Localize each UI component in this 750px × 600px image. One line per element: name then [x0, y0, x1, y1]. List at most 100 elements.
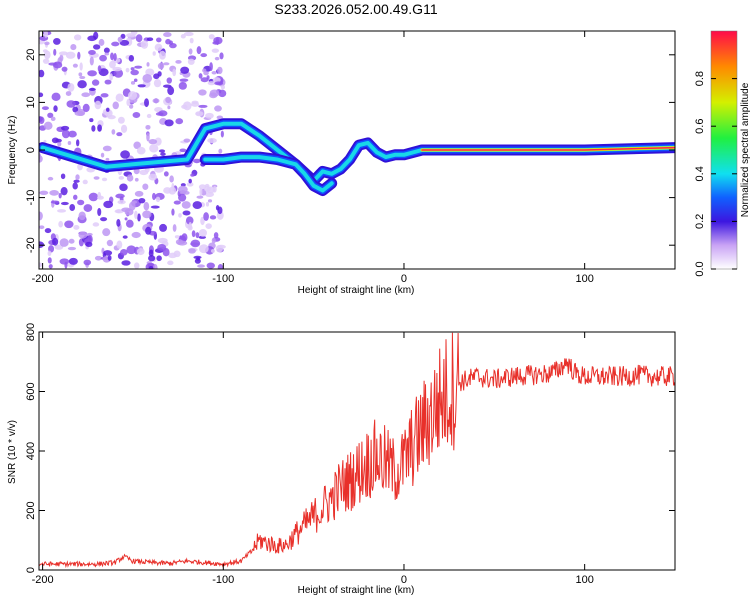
spectrogram-noise-blob — [206, 262, 215, 269]
spectrogram-noise-blob — [58, 192, 62, 199]
spectrogram-noise-blob — [198, 73, 203, 79]
spectrogram-noise-blob — [39, 69, 45, 78]
spectrogram-noise-blob — [83, 259, 92, 266]
spectrogram-noise-blob — [107, 114, 116, 120]
spectrogram-noise-blob — [203, 212, 209, 221]
spectrogram-noise-blob — [181, 201, 191, 209]
spectrogram-noise-blob — [198, 104, 208, 108]
spectrogram-noise-blob — [146, 132, 150, 142]
spectrogram-noise-blob — [150, 205, 160, 209]
spectrogram-noise-blob — [97, 191, 102, 199]
spectrogram-noise-blob — [158, 149, 166, 153]
spectrogram-noise-blob — [142, 73, 153, 83]
spectrogram-noise-blob — [125, 219, 134, 228]
spectrogram-noise-blob — [216, 115, 224, 120]
spectrogram-noise-blob — [115, 209, 122, 214]
spectrogram-noise-blob — [89, 118, 94, 123]
spectrogram-noise-blob — [204, 185, 211, 192]
spectrogram-track-peak-core — [421, 146, 675, 151]
spectrogram-noise-blob — [109, 73, 113, 81]
spectrogram-noise-blob — [138, 197, 146, 204]
spectrogram-noise-blob — [163, 32, 172, 38]
spectrogram-noise-blob — [152, 192, 156, 201]
spectrogram-noise-blob — [72, 106, 79, 113]
spectrogram-noise-blob — [146, 62, 150, 67]
spectrogram-noise-blob — [112, 101, 119, 110]
spectrogram-noise-blob — [89, 56, 94, 66]
spectrogram-noise-blob — [41, 106, 49, 111]
spectrogram-noise-blob — [65, 91, 72, 96]
spectrogram-noise-blob — [102, 228, 111, 237]
spectrogram-noise-blob — [116, 219, 121, 227]
spectrogram-noise-blob — [47, 257, 52, 264]
spectrogram-noise-blob — [188, 248, 196, 254]
spectrogram-noise-blob — [140, 40, 149, 49]
spectrogram-noise-blob — [104, 79, 112, 85]
spectrogram-noise-blob — [215, 205, 220, 211]
spectrogram-noise-blob — [148, 255, 156, 262]
spectrogram-noise-blob — [47, 250, 52, 257]
spectrogram-noise-blob — [180, 66, 190, 74]
figure-title: S233.2026.052.00.49.G11 — [274, 1, 437, 17]
snr-y-tick-label: 200 — [25, 501, 37, 519]
spectrogram-noise-blob — [195, 232, 200, 239]
spectrogram-noise-blob — [192, 201, 203, 210]
spectrogram-noise-blob — [55, 138, 62, 143]
spectrogram-noise-blob — [155, 112, 164, 116]
spectrogram-noise-blob — [200, 53, 208, 58]
spectrogram-noise-blob — [192, 158, 201, 164]
spectrogram-noise-blob — [135, 34, 143, 43]
spectrogram-noise-blob — [99, 54, 107, 62]
spectrogram-noise-blob — [167, 105, 171, 110]
spectrogram-noise-blob — [121, 207, 131, 213]
spectrogram-y-tick-label: 20 — [25, 49, 37, 61]
spectrogram-noise-blob — [102, 145, 112, 152]
spectrogram-noise-blob — [79, 75, 86, 80]
spectrogram-noise-blob — [153, 79, 162, 88]
colorbar-ticks: 0.0 0.2 0.4 0.6 0.8 — [694, 71, 737, 277]
spectrogram-noise-blob — [215, 245, 224, 253]
colorbar-tick-label: 0.8 — [694, 71, 706, 86]
spectrogram-dominant-track-inner — [40, 121, 675, 183]
snr-x-tick-label: 0 — [401, 574, 407, 586]
colorbar-frame — [710, 30, 738, 270]
spectrogram-noise-blob — [218, 89, 227, 98]
colorbar-tick-label: 0.0 — [694, 261, 706, 276]
spectrogram-noise-blob — [120, 33, 126, 39]
spectrogram-noise-blob — [39, 225, 45, 230]
spectrogram-noise-blob — [94, 255, 103, 261]
spectrogram-noise-blob — [83, 204, 93, 212]
spectrogram-noise-blob — [73, 179, 80, 183]
spectrogram-noise-blob — [53, 37, 61, 45]
spectrogram-noise-blob — [122, 235, 128, 239]
spectrogram-noise-blob — [116, 132, 123, 137]
spectrogram-noise-blob — [133, 262, 140, 269]
spectrogram-noise-blob — [163, 84, 172, 88]
spectrogram-noise-blob — [111, 129, 116, 135]
spectrogram-noise-blob — [54, 244, 64, 250]
spectrogram-x-tick-label: -200 — [32, 273, 54, 285]
spectrogram-noise-blob — [163, 187, 172, 194]
spectrogram-noise-blob — [67, 130, 77, 138]
spectrogram-noise-blob — [159, 223, 168, 232]
spectrogram-noise-blob — [172, 224, 177, 232]
spectrogram-noise-blob — [43, 31, 48, 38]
spectrogram-noise-blob — [39, 241, 45, 248]
spectrogram-noise-blob — [58, 220, 64, 228]
spectrogram-noise-blob — [93, 176, 100, 180]
spectrogram-noise-blob — [137, 213, 141, 222]
snr-x-tick-label: -100 — [212, 574, 234, 586]
spectrogram-noise-blob — [61, 125, 70, 131]
spectrogram-noise-blob — [214, 105, 222, 112]
spectrogram-y-tick-label: 10 — [25, 96, 37, 108]
spectrogram-noise-blob — [209, 62, 213, 72]
spectrogram-noise-blob — [72, 63, 78, 68]
spectrogram-noise-blob — [57, 209, 67, 213]
spectrogram-noise-blob — [169, 43, 177, 49]
snr-x-tick-label: -200 — [32, 574, 54, 586]
spectrogram-noise-blob — [126, 245, 137, 255]
spectrogram-noise-blob — [148, 266, 154, 269]
spectrogram-noise-blob — [113, 53, 117, 61]
spectrogram-noise-blob — [144, 98, 149, 108]
spectrogram-noise-blob — [130, 80, 136, 85]
